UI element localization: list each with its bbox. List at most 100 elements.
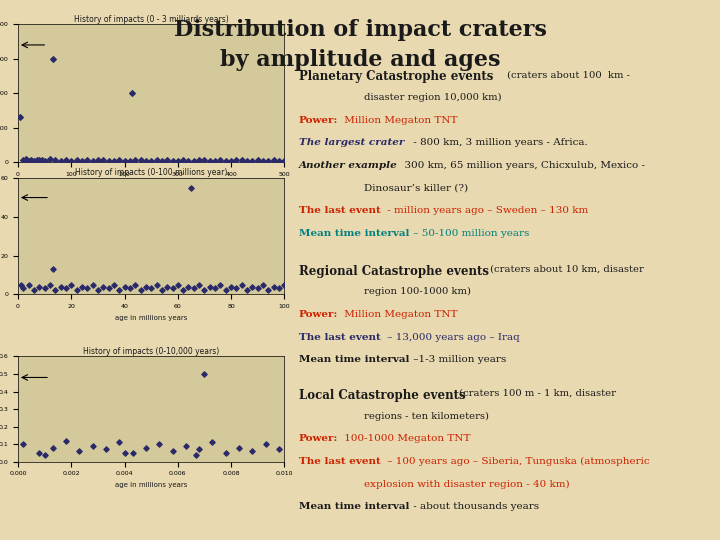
- Point: [76, 157, 88, 165]
- Point: [135, 286, 146, 295]
- Point: [183, 282, 194, 291]
- Point: [140, 282, 152, 291]
- Point: [236, 280, 248, 289]
- Point: [274, 445, 285, 454]
- Point: [161, 156, 173, 164]
- Point: [172, 280, 184, 289]
- Point: [97, 282, 109, 291]
- Point: [92, 286, 104, 295]
- Point: [274, 284, 285, 293]
- Point: [87, 442, 99, 450]
- Point: [97, 156, 109, 164]
- Text: Mean time interval: Mean time interval: [299, 502, 409, 511]
- Point: [199, 369, 210, 378]
- Text: - about thousands years: - about thousands years: [410, 502, 539, 511]
- Point: [55, 282, 66, 291]
- Text: (craters 100 m - 1 km, disaster: (craters 100 m - 1 km, disaster: [456, 389, 616, 398]
- Point: [47, 265, 58, 273]
- Point: [60, 156, 72, 164]
- Text: –1-3 million years: –1-3 million years: [410, 355, 507, 364]
- Text: The largest crater: The largest crater: [299, 138, 404, 147]
- Point: [194, 445, 205, 454]
- Point: [126, 89, 138, 97]
- Point: [268, 156, 279, 165]
- Point: [47, 55, 58, 63]
- Text: Local Catastrophe events: Local Catastrophe events: [299, 389, 465, 402]
- Point: [150, 156, 162, 165]
- Title: History of impacts (0-10,000 years): History of impacts (0-10,000 years): [83, 347, 220, 356]
- Point: [241, 286, 253, 295]
- Point: [135, 156, 146, 165]
- Text: 300 km, 65 million years, Chicxulub, Mexico -: 300 km, 65 million years, Chicxulub, Mex…: [398, 161, 645, 170]
- Point: [215, 156, 226, 165]
- Text: Dinosaur’s killer (?): Dinosaur’s killer (?): [364, 184, 468, 193]
- Point: [114, 286, 125, 295]
- Text: – 50-100 million years: – 50-100 million years: [410, 229, 530, 238]
- Point: [47, 443, 58, 452]
- Text: Regional Catastrophe events: Regional Catastrophe events: [299, 265, 489, 278]
- Point: [167, 447, 179, 456]
- Text: regions - ten kilometers): regions - ten kilometers): [364, 411, 489, 421]
- Text: Million Megaton TNT: Million Megaton TNT: [341, 310, 457, 319]
- Point: [39, 156, 50, 165]
- Point: [204, 157, 215, 165]
- Point: [108, 280, 120, 289]
- Title: History of impacts (0 - 3 milliards years): History of impacts (0 - 3 milliards year…: [74, 15, 228, 24]
- Point: [108, 156, 120, 165]
- Point: [252, 156, 264, 165]
- Point: [87, 156, 99, 165]
- Point: [220, 157, 232, 165]
- Point: [28, 286, 40, 295]
- Point: [87, 280, 99, 289]
- Point: [130, 280, 141, 289]
- Point: [274, 157, 285, 165]
- Point: [34, 449, 45, 457]
- Text: - 800 km, 3 million years - Africa.: - 800 km, 3 million years - Africa.: [410, 138, 588, 147]
- Point: [215, 280, 226, 289]
- Point: [66, 156, 77, 165]
- Point: [92, 156, 104, 165]
- Point: [279, 280, 290, 289]
- Point: [31, 156, 42, 164]
- Point: [114, 156, 125, 165]
- X-axis label: age in millions years: age in millions years: [115, 315, 187, 321]
- Text: The last event: The last event: [299, 206, 381, 215]
- Text: - million years ago – Sweden – 130 km: - million years ago – Sweden – 130 km: [384, 206, 588, 215]
- Text: by amplitude and ages: by amplitude and ages: [220, 49, 500, 71]
- Point: [204, 282, 215, 291]
- Text: Power:: Power:: [299, 434, 338, 443]
- Point: [236, 156, 248, 164]
- Point: [191, 450, 202, 459]
- Point: [44, 280, 55, 289]
- Point: [66, 280, 77, 289]
- Text: The last event: The last event: [299, 457, 381, 466]
- Point: [71, 156, 82, 165]
- Point: [81, 284, 93, 293]
- Point: [210, 284, 221, 293]
- Point: [268, 282, 279, 291]
- Point: [263, 156, 274, 165]
- Point: [119, 449, 130, 457]
- Text: explosion with disaster region - 40 km): explosion with disaster region - 40 km): [364, 480, 570, 489]
- Point: [17, 440, 29, 448]
- Text: (craters about 10 km, disaster: (craters about 10 km, disaster: [487, 265, 644, 274]
- Point: [145, 284, 157, 293]
- Point: [210, 156, 221, 165]
- Point: [103, 284, 114, 293]
- Point: [76, 282, 88, 291]
- Point: [207, 438, 218, 447]
- Point: [230, 284, 242, 293]
- Point: [60, 284, 72, 293]
- Point: [81, 156, 93, 164]
- Point: [188, 156, 199, 165]
- Point: [150, 280, 162, 289]
- Point: [183, 157, 194, 165]
- Point: [177, 286, 189, 295]
- Point: [119, 157, 130, 165]
- Point: [167, 284, 179, 293]
- Point: [260, 440, 271, 448]
- Point: [73, 447, 85, 456]
- Point: [167, 157, 179, 165]
- Point: [225, 156, 237, 165]
- Point: [127, 449, 138, 457]
